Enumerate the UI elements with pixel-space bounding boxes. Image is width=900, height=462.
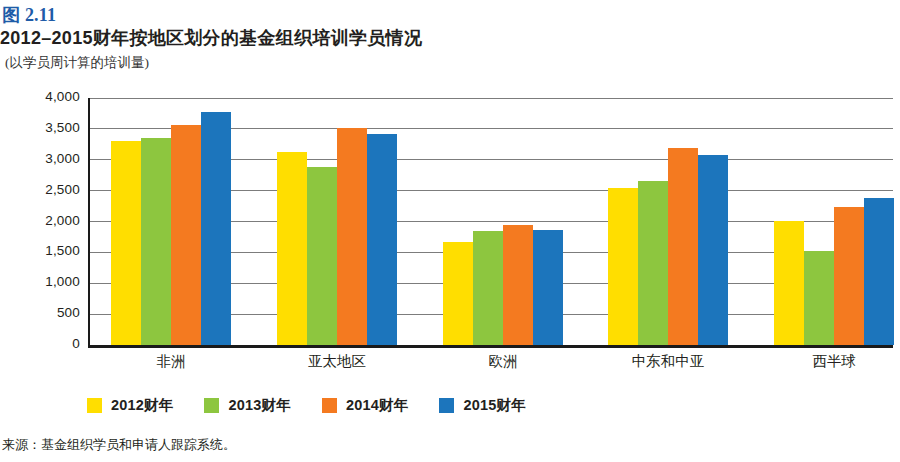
bar-2012财年-西半球 — [774, 221, 804, 345]
chart-legend: 2012财年 2013财年 2014财年 2015财年 — [87, 396, 557, 415]
chart-title: 2012–2015财年按地区划分的基金组织培训学员情况 — [0, 26, 422, 50]
bar-2013财年-西半球 — [804, 251, 834, 345]
bar-2015财年-中东和中亚 — [698, 155, 728, 345]
bar-2014财年-西半球 — [834, 207, 864, 345]
x-tick-label-4: 西半球 — [749, 352, 900, 371]
figure-number-value: 2.11 — [25, 5, 56, 25]
legend-item-2015财年: 2015财年 — [439, 396, 525, 415]
y-axis-line — [88, 98, 90, 345]
y-tick-label-1000: 1,000 — [0, 274, 80, 289]
bar-2013财年-中东和中亚 — [638, 181, 668, 345]
x-axis-line — [88, 345, 893, 348]
bar-2013财年-亚太地区 — [307, 167, 337, 345]
y-tick-label-500: 500 — [0, 305, 80, 320]
bar-2014财年-欧洲 — [503, 225, 533, 345]
legend-label: 2014财年 — [346, 396, 408, 415]
bar-2012财年-中东和中亚 — [608, 188, 638, 345]
figure-number-text: 图 — [2, 5, 20, 25]
x-tick-label-1: 亚太地区 — [252, 352, 422, 371]
source-note: 来源：基金组织学员和申请人跟踪系统。 — [2, 436, 236, 454]
legend-swatch-icon — [204, 398, 219, 413]
x-tick-label-3: 中东和中亚 — [583, 352, 753, 371]
bar-2012财年-欧洲 — [443, 242, 473, 345]
gridline-4000 — [90, 98, 893, 99]
y-tick-label-2000: 2,000 — [0, 213, 80, 228]
y-tick-label-2500: 2,500 — [0, 182, 80, 197]
bar-2014财年-非洲 — [171, 125, 201, 345]
legend-label: 2012财年 — [111, 396, 173, 415]
figure-number: 图 2.11 — [2, 3, 56, 27]
legend-item-2012财年: 2012财年 — [87, 396, 173, 415]
report-figure-page: { "figure": { "label": "图", "number": "2… — [0, 0, 900, 462]
legend-label: 2015财年 — [463, 396, 525, 415]
legend-label: 2013财年 — [228, 396, 290, 415]
y-tick-label-4000: 4,000 — [0, 89, 80, 104]
legend-item-2014财年: 2014财年 — [322, 396, 408, 415]
bar-2015财年-欧洲 — [533, 230, 563, 345]
legend-swatch-icon — [439, 398, 454, 413]
legend-swatch-icon — [322, 398, 337, 413]
bar-2014财年-亚太地区 — [337, 128, 367, 345]
bar-2013财年-非洲 — [141, 138, 171, 345]
y-tick-label-3000: 3,000 — [0, 151, 80, 166]
plot-area — [90, 98, 893, 345]
y-tick-label-1500: 1,500 — [0, 243, 80, 258]
bar-2012财年-非洲 — [111, 141, 141, 345]
y-tick-label-0: 0 — [0, 336, 80, 351]
x-tick-label-0: 非洲 — [86, 352, 256, 371]
legend-swatch-icon — [87, 398, 102, 413]
bar-2015财年-非洲 — [201, 112, 231, 345]
bar-2012财年-亚太地区 — [277, 152, 307, 345]
bar-2015财年-亚太地区 — [367, 134, 397, 345]
y-tick-label-3500: 3,500 — [0, 120, 80, 135]
x-tick-label-2: 欧洲 — [418, 352, 588, 371]
legend-item-2013财年: 2013财年 — [204, 396, 290, 415]
bar-2013财年-欧洲 — [473, 231, 503, 345]
chart-subtitle: (以学员周计算的培训量) — [5, 54, 149, 72]
bar-2015财年-西半球 — [864, 198, 894, 345]
bar-2014财年-中东和中亚 — [668, 148, 698, 345]
